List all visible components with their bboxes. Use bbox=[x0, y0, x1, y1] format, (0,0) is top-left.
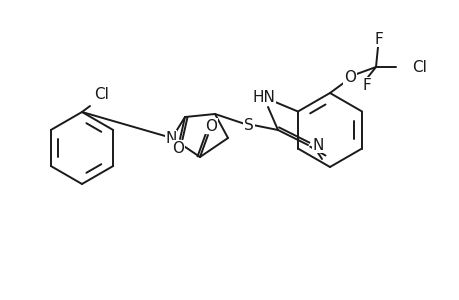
Text: O: O bbox=[205, 118, 217, 134]
Text: HN: HN bbox=[252, 89, 275, 104]
Text: N: N bbox=[165, 130, 176, 146]
Text: F: F bbox=[374, 32, 382, 46]
Text: Cl: Cl bbox=[411, 59, 426, 74]
Text: N: N bbox=[312, 137, 324, 152]
Text: Cl: Cl bbox=[94, 87, 109, 102]
Text: S: S bbox=[244, 118, 253, 133]
Text: O: O bbox=[343, 70, 355, 85]
Text: F: F bbox=[362, 77, 370, 92]
Text: O: O bbox=[172, 140, 184, 155]
